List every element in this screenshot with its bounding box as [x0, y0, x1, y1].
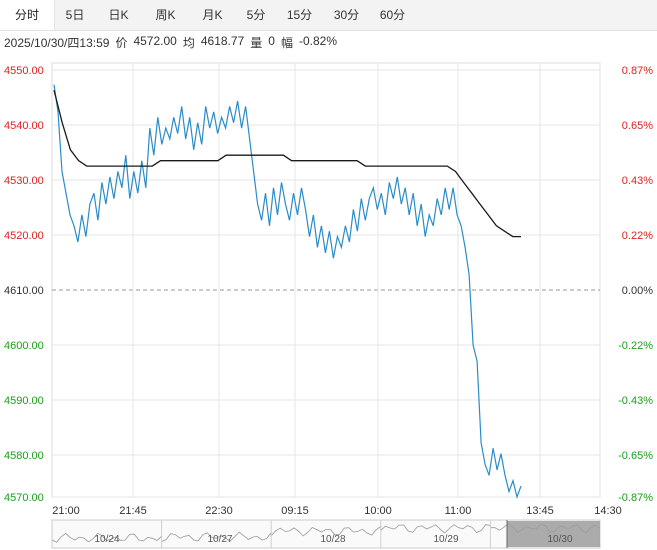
right-pct-label: 0.00%: [622, 285, 653, 297]
navigator-date-label: 10/27: [207, 534, 232, 545]
x-tick-label: 14:30: [594, 505, 622, 517]
tab-7[interactable]: 30分: [333, 8, 360, 22]
y-tick-label: 4550.00: [4, 65, 44, 77]
y-tick-label: 4530.00: [4, 175, 44, 187]
y-tick-label: 4540.00: [4, 120, 44, 132]
info-bar: 2025/10/30/四13:59 价 4572.00 均 4618.77 量 …: [4, 34, 337, 50]
y-tick-label: 4600.00: [4, 340, 44, 352]
navigator-date-label: 10/30: [547, 534, 572, 545]
y-tick-label: 4580.00: [4, 450, 44, 462]
info-datetime: 2025/10/30/四13:59: [4, 36, 110, 50]
info-price-label: 价: [115, 36, 128, 50]
x-tick-label: 09:15: [281, 505, 309, 517]
info-price: 4572.00: [133, 34, 177, 48]
info-change: -0.82%: [298, 34, 337, 48]
tab-0[interactable]: 分时: [0, 0, 55, 30]
x-tick-label: 13:45: [526, 505, 554, 517]
info-vol-label: 量: [250, 36, 263, 50]
right-pct-label: 0.22%: [622, 230, 653, 242]
right-pct-label: 0.43%: [622, 175, 653, 187]
x-tick-label: 10:00: [364, 505, 392, 517]
price-line: [53, 84, 522, 500]
x-tick-label: 21:45: [119, 505, 147, 517]
x-tick-label: 22:30: [205, 505, 233, 517]
tab-6[interactable]: 15分: [286, 8, 313, 22]
y-tick-label: 4520.00: [4, 230, 44, 242]
y-tick-label: 4570.00: [4, 492, 44, 504]
tab-1[interactable]: 5日: [65, 8, 85, 22]
navigator-selection[interactable]: [507, 521, 600, 547]
tab-5[interactable]: 5分: [246, 8, 266, 22]
y-tick-label: 4610.00: [4, 285, 44, 297]
right-pct-label: -0.87%: [618, 492, 653, 504]
navigator-date-label: 10/24: [94, 534, 119, 545]
right-pct-label: 0.87%: [622, 65, 653, 77]
tab-4[interactable]: 月K: [202, 8, 223, 22]
y-tick-label: 4590.00: [4, 395, 44, 407]
right-pct-label: -0.22%: [618, 340, 653, 352]
average-line: [53, 89, 521, 238]
tab-2[interactable]: 日K: [108, 8, 129, 22]
navigator-date-label: 10/29: [433, 534, 458, 545]
right-pct-label: -0.43%: [618, 395, 653, 407]
navigator-date-label: 10/28: [320, 534, 345, 545]
period-tabs: 分时 5日 日K 周K 月K 5分 15分 30分 60分: [0, 0, 657, 31]
x-tick-label: 11:00: [445, 505, 472, 517]
tab-8[interactable]: 60分: [379, 8, 406, 22]
tab-3[interactable]: 周K: [155, 8, 176, 22]
info-avg: 4618.77: [200, 34, 245, 48]
info-vol: 0: [268, 34, 275, 48]
info-avg-label: 均: [182, 36, 195, 50]
plot-frame: [51, 62, 601, 498]
navigator-sparkline: [51, 522, 601, 543]
right-pct-label: 0.65%: [622, 120, 653, 132]
right-pct-label: -0.65%: [618, 450, 653, 462]
info-change-label: 幅: [280, 36, 293, 50]
x-tick-label: 21:00: [52, 505, 80, 517]
